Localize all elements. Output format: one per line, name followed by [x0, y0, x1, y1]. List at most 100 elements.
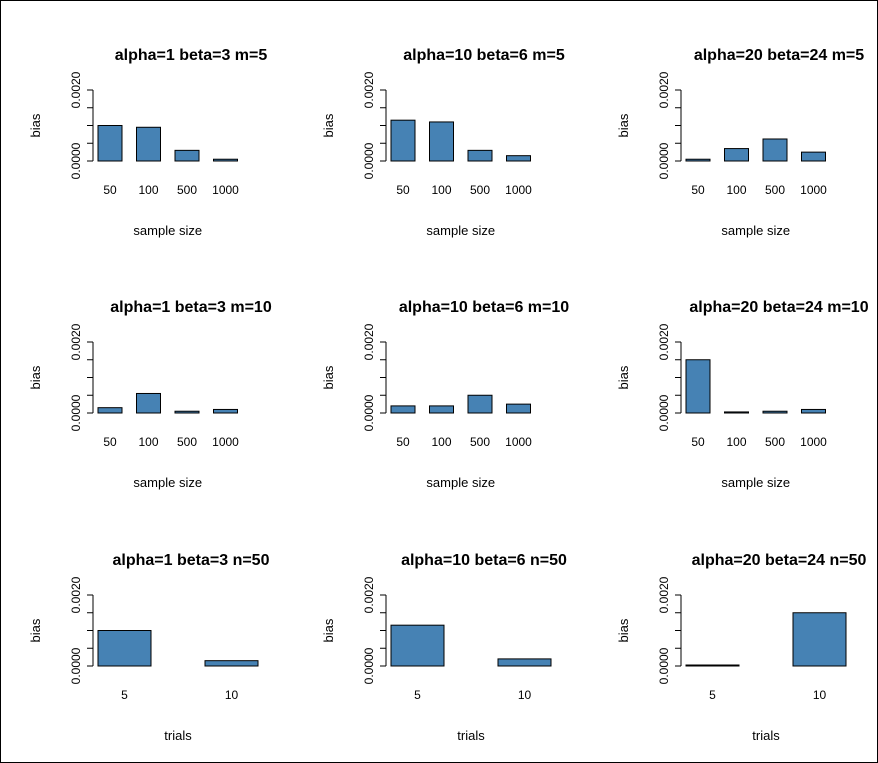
x-tick-label: 10	[813, 688, 827, 702]
bar	[136, 392, 161, 414]
y-axis-label: bias	[321, 618, 336, 642]
bar	[762, 138, 788, 162]
x-tick-label: 1000	[505, 183, 532, 197]
bar	[685, 158, 711, 162]
y-tick-label: 0.0020	[69, 71, 83, 108]
bar	[792, 612, 847, 667]
x-tick-label: 5	[121, 688, 128, 702]
panel-title: alpha=20 beta=24 m=10	[689, 299, 868, 316]
panel-title: alpha=10 beta=6 n=50	[401, 552, 567, 569]
x-tick-label: 50	[396, 435, 410, 449]
x-tick-label: 500	[177, 435, 197, 449]
x-tick-label: 500	[470, 435, 490, 449]
x-axis-label: trials	[164, 728, 192, 743]
x-tick-label: 1000	[212, 183, 239, 197]
y-tick-label: 0.0020	[362, 323, 376, 360]
x-tick-label: 1000	[800, 435, 827, 449]
x-axis-label: trials	[752, 728, 780, 743]
bar	[213, 158, 238, 162]
bar	[467, 394, 493, 414]
x-tick-label: 50	[103, 435, 117, 449]
bar	[506, 155, 531, 162]
bar	[204, 660, 259, 667]
y-tick-label: 0.0020	[657, 71, 671, 108]
x-tick-label: 100	[726, 435, 746, 449]
y-axis-label: bias	[28, 113, 43, 137]
panel-title: alpha=10 beta=6 m=10	[399, 299, 569, 316]
panel-title: alpha=10 beta=6 m=5	[403, 47, 565, 64]
x-tick-label: 10	[518, 688, 532, 702]
bar	[174, 410, 200, 414]
x-axis-label: sample size	[133, 223, 202, 238]
y-axis-label: bias	[28, 618, 43, 642]
y-tick-label: 0.0000	[362, 394, 376, 431]
bar	[724, 148, 749, 162]
x-tick-label: 100	[726, 183, 746, 197]
bar	[801, 151, 826, 162]
bar	[429, 405, 454, 414]
y-tick-label: 0.0000	[69, 394, 83, 431]
y-axis-label: bias	[616, 618, 631, 642]
x-tick-label: 1000	[800, 183, 827, 197]
x-axis-label: sample size	[721, 475, 790, 490]
bar	[685, 359, 711, 414]
x-tick-label: 100	[431, 435, 451, 449]
y-tick-label: 0.0020	[362, 576, 376, 613]
bar	[762, 410, 788, 414]
y-axis-label: bias	[321, 365, 336, 389]
x-tick-label: 1000	[505, 435, 532, 449]
x-tick-label: 100	[138, 183, 158, 197]
y-tick-label: 0.0000	[657, 142, 671, 179]
bar	[97, 630, 152, 667]
x-axis-label: sample size	[133, 475, 202, 490]
panel-title: alpha=1 beta=3 n=50	[113, 552, 270, 569]
bar	[213, 408, 238, 414]
y-tick-label: 0.0020	[657, 323, 671, 360]
bar	[390, 405, 416, 414]
x-tick-label: 10	[225, 688, 239, 702]
x-tick-label: 5	[414, 688, 421, 702]
bar	[467, 149, 493, 162]
y-axis-label: bias	[321, 113, 336, 137]
y-tick-label: 0.0000	[657, 647, 671, 684]
x-axis-label: sample size	[426, 475, 495, 490]
y-tick-label: 0.0020	[362, 71, 376, 108]
x-axis-label: trials	[457, 728, 485, 743]
x-tick-label: 500	[177, 183, 197, 197]
y-axis-label: bias	[28, 365, 43, 389]
bar	[174, 149, 200, 162]
x-tick-label: 500	[470, 183, 490, 197]
bar	[801, 408, 826, 414]
y-tick-label: 0.0020	[657, 576, 671, 613]
y-axis-label: bias	[616, 113, 631, 137]
bar	[429, 121, 454, 162]
x-tick-label: 500	[765, 435, 785, 449]
y-axis-label: bias	[616, 365, 631, 389]
x-tick-label: 50	[691, 183, 705, 197]
y-tick-label: 0.0000	[69, 142, 83, 179]
bar	[685, 664, 740, 667]
x-tick-label: 1000	[212, 435, 239, 449]
x-tick-label: 100	[138, 435, 158, 449]
bar	[724, 411, 749, 414]
x-axis-label: sample size	[426, 223, 495, 238]
bar	[497, 658, 552, 667]
x-axis-label: sample size	[721, 223, 790, 238]
bar	[390, 624, 445, 667]
x-tick-label: 500	[765, 183, 785, 197]
bar	[506, 403, 531, 414]
y-tick-label: 0.0000	[69, 647, 83, 684]
y-tick-label: 0.0000	[362, 647, 376, 684]
x-tick-label: 50	[396, 183, 410, 197]
y-tick-label: 0.0020	[69, 576, 83, 613]
x-tick-label: 5	[709, 688, 716, 702]
bar	[97, 125, 123, 162]
bar	[97, 407, 123, 414]
bar	[390, 119, 416, 162]
panel-title: alpha=20 beta=24 n=50	[692, 552, 867, 569]
y-tick-label: 0.0000	[362, 142, 376, 179]
panel-title: alpha=1 beta=3 m=5	[115, 47, 268, 64]
y-tick-label: 0.0020	[69, 323, 83, 360]
